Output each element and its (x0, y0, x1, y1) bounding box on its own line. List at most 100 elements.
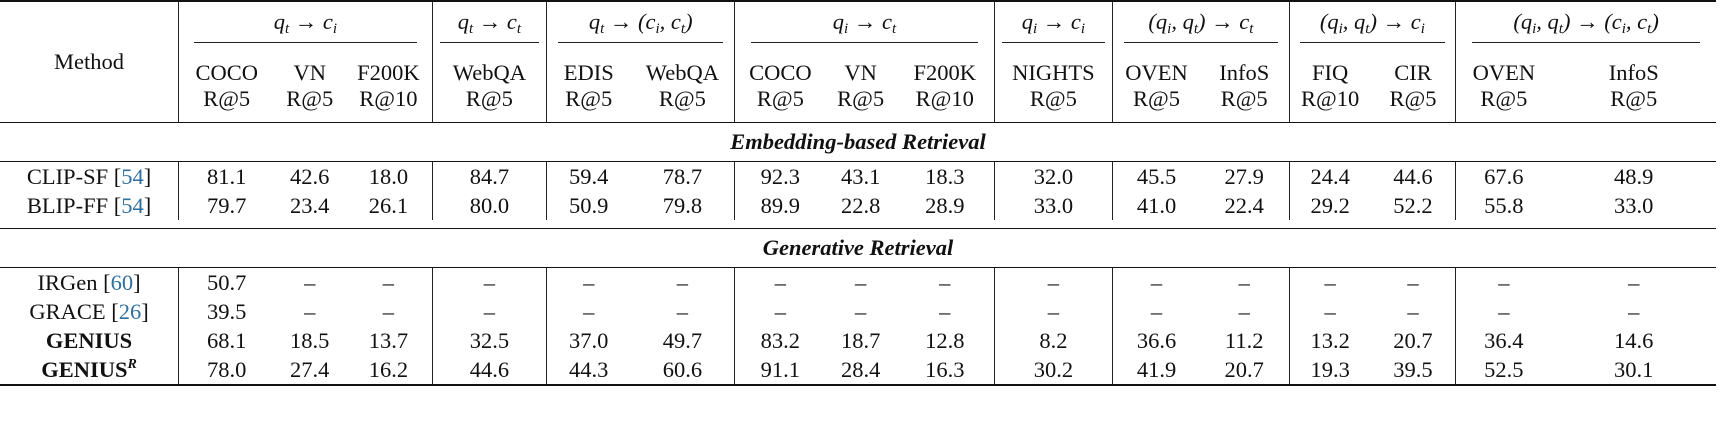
method-name-cell: IRGen [60] (0, 267, 179, 297)
value-cell: 68.1 (178, 326, 275, 355)
value-cell: 41.9 (1112, 355, 1200, 386)
task-group-header: (qi, qt) → (ci, ct) (1455, 0, 1716, 48)
dataset-header: COCO (178, 48, 275, 86)
dataset-header: COCO (734, 48, 826, 86)
method-header: Method (0, 0, 179, 123)
value-cell: 79.8 (662, 192, 703, 218)
table-row: BLIP-FF [54] 79.7 23.4 26.1 80.0 50.9 79.8 89.9… (0, 191, 1716, 220)
metric-header: R@10 (1288, 86, 1371, 123)
value-cell: 20.7 (1393, 327, 1433, 353)
table-row: GENIUSR 78.0 27.4 16.2 44.6 44.3 60.6 91.1 28.4 1… (0, 355, 1716, 386)
value-cell: 80.0 (431, 191, 547, 220)
method-name: IRGen (37, 269, 98, 295)
value-cell: 29.2 (1288, 191, 1371, 220)
value-cell: 50.7 (178, 267, 275, 297)
value-cell: 91.1 (734, 355, 826, 386)
method-name-cell: GRACE [26] (29, 298, 149, 324)
value-cell: – (431, 297, 547, 326)
value-cell: 8.2 (993, 326, 1113, 355)
value-cell: 83.2 (734, 326, 826, 355)
value-cell: – (345, 267, 433, 297)
value-cell: 26.1 (368, 192, 409, 218)
dataset-header: VN (293, 60, 326, 85)
metric-header: R@5 (1112, 86, 1200, 123)
value-cell: – (993, 297, 1113, 326)
metric-header: R@5 (734, 86, 826, 123)
task-group-header: (qi, qt) → ct (1112, 0, 1290, 48)
citation-link[interactable]: 54 (121, 163, 144, 189)
metric-header: R@5 (1389, 86, 1437, 111)
value-cell: 22.4 (1224, 192, 1264, 218)
value-cell: – (855, 298, 867, 324)
results-table: Method qt → ci qt → ct qt → (ci, ct) qi → ct… (0, 0, 1716, 386)
value-cell: – (382, 298, 395, 324)
value-cell: 20.7 (1199, 355, 1290, 386)
value-cell: 28.9 (925, 192, 965, 218)
method-name: CLIP-SF (26, 163, 109, 189)
value-cell: – (1455, 297, 1552, 326)
citation-link[interactable]: 26 (118, 298, 142, 324)
value-cell: 52.2 (1393, 192, 1433, 218)
value-cell: – (896, 267, 995, 297)
value-cell: 43.1 (825, 161, 897, 191)
metric-header: R@5 (1610, 86, 1658, 111)
value-cell: – (274, 267, 346, 297)
value-cell: – (1112, 297, 1200, 326)
value-cell: 30.2 (993, 355, 1113, 386)
value-cell: 12.8 (925, 327, 965, 353)
method-name: GENIUS (41, 356, 128, 382)
value-cell: 50.9 (546, 191, 631, 220)
value-cell: 67.6 (1455, 161, 1552, 191)
method-name-cell: GENIUS (0, 326, 179, 355)
value-cell: – (734, 267, 826, 297)
citation-link[interactable]: 54 (121, 192, 144, 218)
value-cell: 49.7 (662, 327, 703, 353)
metric-header: R@5 (1455, 86, 1552, 123)
value-cell: – (1238, 298, 1250, 324)
value-cell: – (1112, 267, 1200, 297)
table-row: GRACE [26] 39.5– – – – – – – – – – – – – – – (0, 297, 1716, 326)
method-name: GENIUS (45, 327, 133, 353)
method-name-cell: GENIUSR (0, 355, 179, 386)
citation-link[interactable]: 60 (110, 269, 134, 295)
metric-header: R@10 (359, 86, 418, 111)
metric-header: R@5 (1220, 86, 1268, 111)
method-name-cell: CLIP-SF [54] (0, 161, 179, 191)
dataset-header: NIGHTS (993, 48, 1113, 86)
table-row: IRGen [60] 50.7– – – – – – – – – – – – – – – (0, 267, 1716, 297)
value-cell: – (546, 267, 631, 297)
metric-header: R@10 (915, 86, 974, 111)
task-group-header: qi → ci (993, 0, 1113, 48)
dataset-header: CIR (1394, 60, 1432, 85)
metric-header: R@5 (431, 86, 547, 123)
dataset-header: InfoS (1608, 60, 1659, 85)
dataset-header: F200K (913, 60, 977, 85)
value-cell: – (304, 298, 316, 324)
table-row: GENIUS 68.1 18.5 13.7 32.5 37.0 49.7 83.2 18.7 12… (0, 326, 1716, 355)
dataset-header: FIQ (1288, 48, 1371, 86)
value-cell: 18.7 (840, 327, 881, 353)
task-group-header: qt → ci (178, 0, 433, 48)
value-cell: 16.2 (345, 355, 433, 386)
value-cell: 48.9 (1551, 161, 1716, 191)
value-cell: – (939, 298, 951, 324)
table-row: CLIP-SF [54] 81.1 42.6 18.0 84.7 59.4 78.7 92.3… (0, 161, 1716, 191)
value-cell: – (1288, 267, 1371, 297)
value-cell: 30.1 (1551, 355, 1716, 386)
method-name-cell: BLIP-FF [54] (26, 192, 152, 218)
value-cell: 44.6 (431, 355, 547, 386)
value-cell: – (630, 267, 735, 297)
metric-header: R@5 (286, 86, 334, 111)
value-cell: 59.4 (546, 161, 631, 191)
value-cell: 78.0 (178, 355, 275, 386)
task-group-header: qt → ct (431, 0, 547, 48)
dataset-header: WebQA (431, 48, 547, 86)
value-cell: 11.2 (1224, 327, 1264, 353)
dataset-header: WebQA (645, 60, 719, 85)
value-cell: 27.4 (274, 355, 346, 386)
value-cell: 92.3 (734, 161, 826, 191)
value-cell: – (1551, 267, 1716, 297)
dataset-header: VN (844, 60, 877, 85)
value-cell: – (1288, 297, 1371, 326)
